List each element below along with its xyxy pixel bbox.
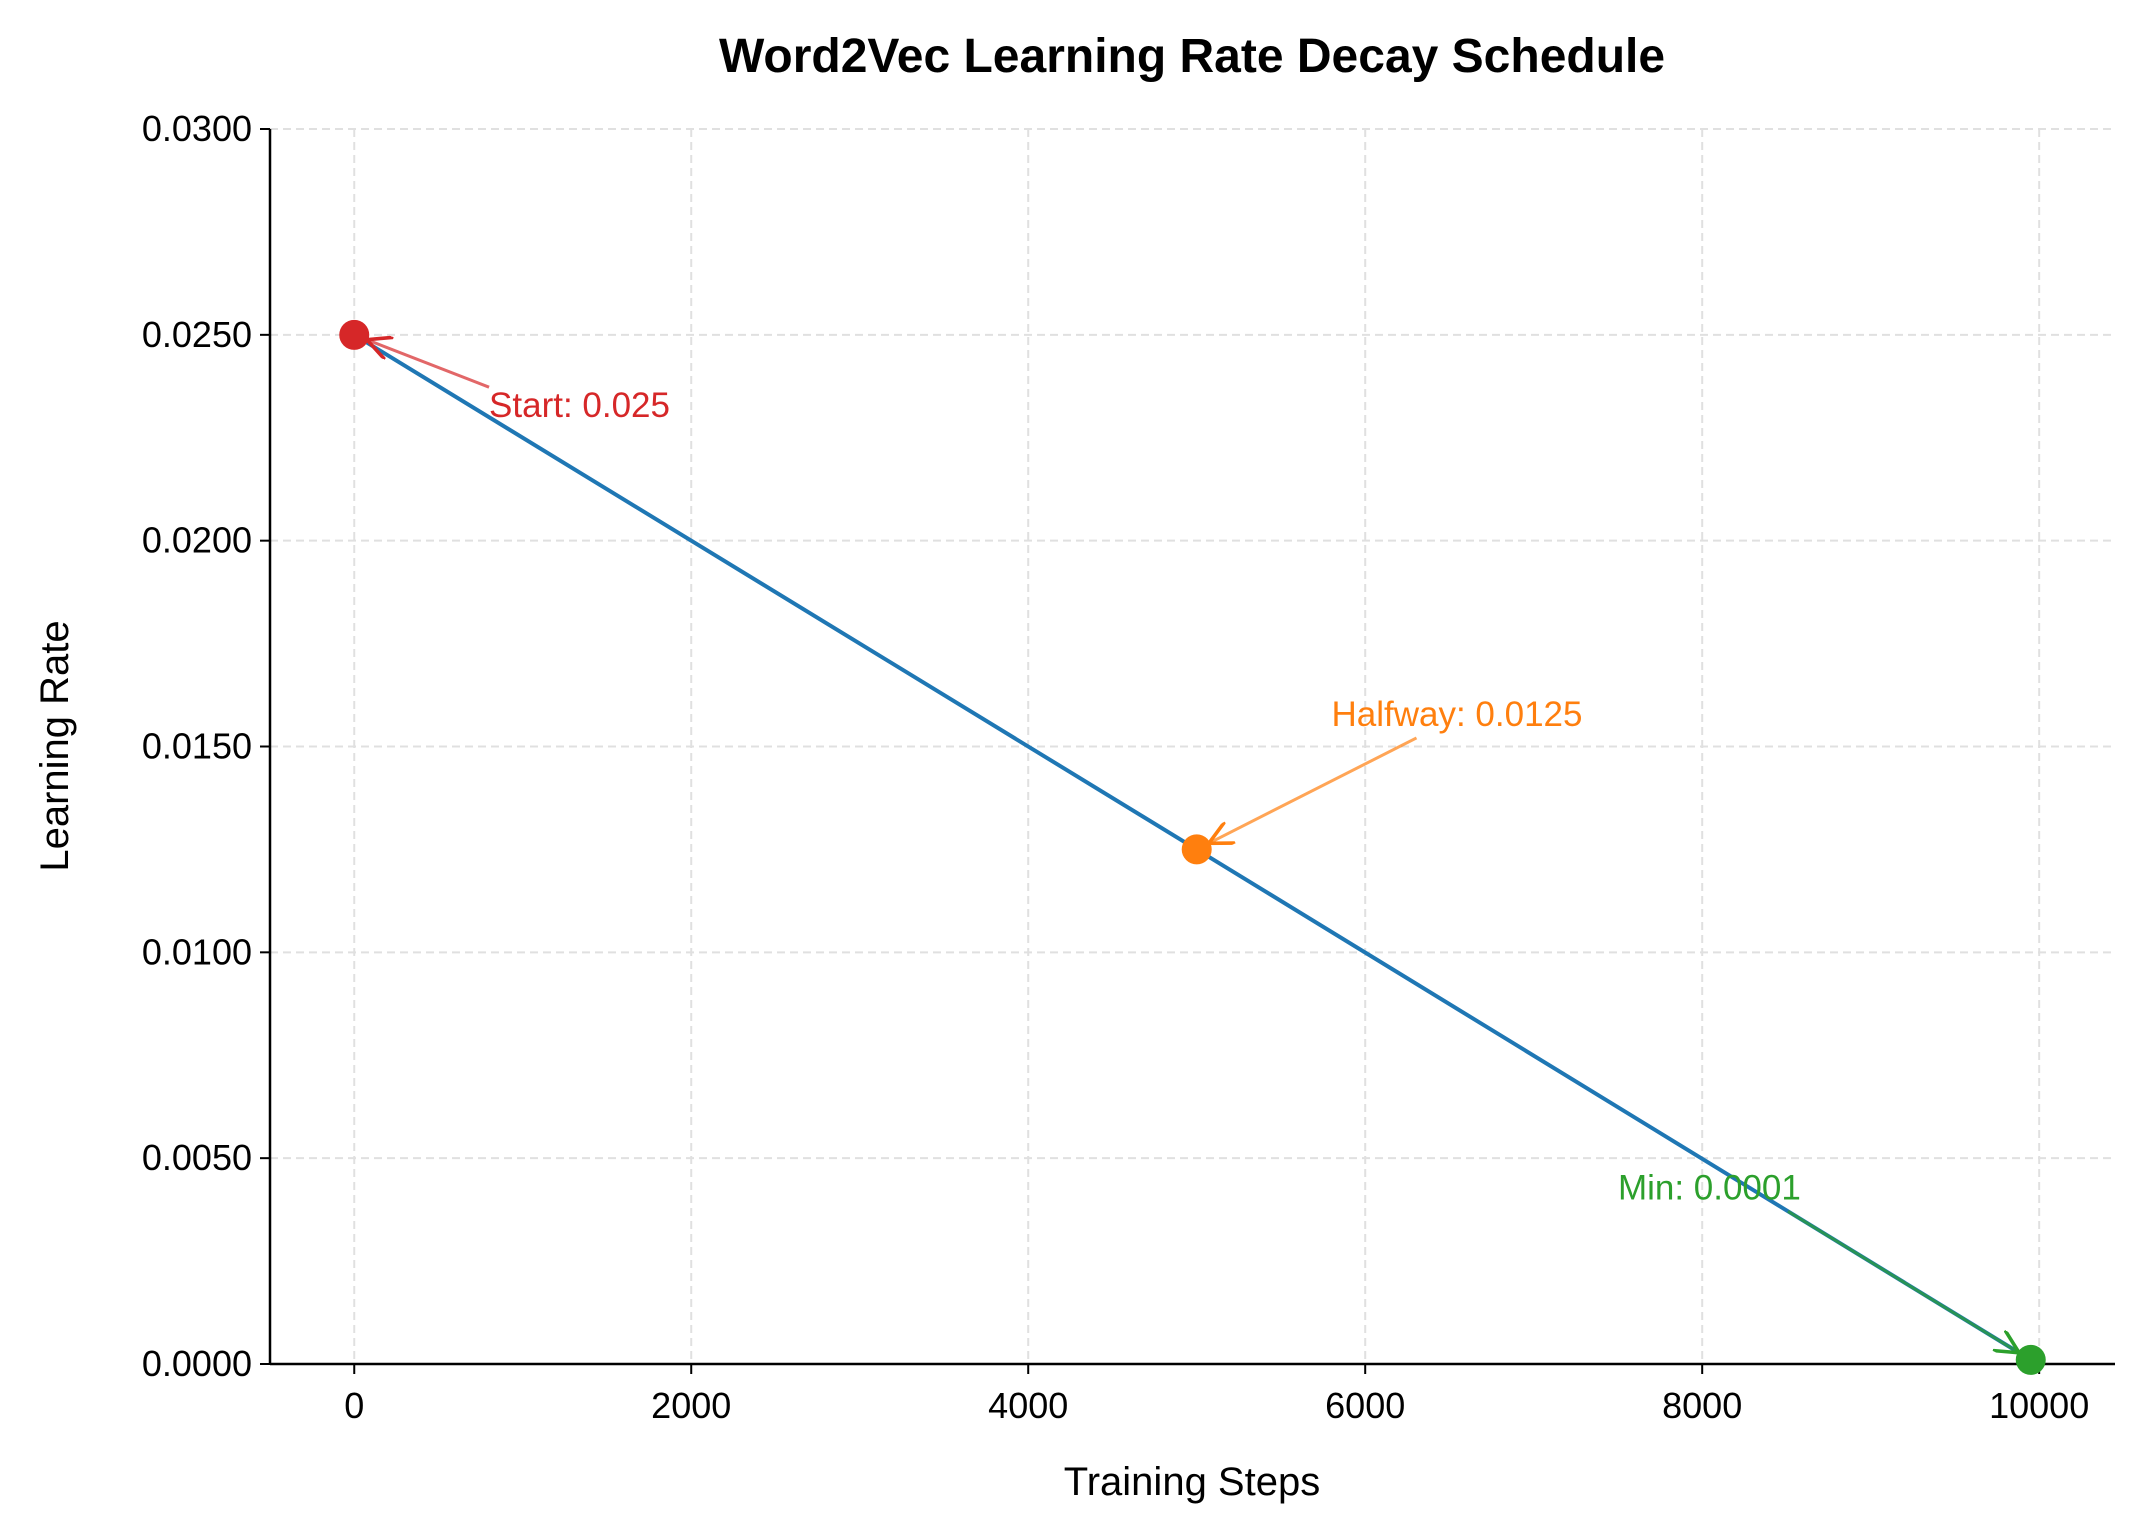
y-axis-label: Learning Rate — [33, 620, 77, 871]
data-point-marker — [1181, 834, 1212, 865]
annotation-label: Start: 0.025 — [489, 386, 670, 425]
annotation-label: Min: 0.0001 — [1618, 1168, 1801, 1207]
y-tick-label: 0.0100 — [142, 931, 252, 972]
chart-title: Word2Vec Learning Rate Decay Schedule — [719, 30, 1665, 83]
x-tick-label: 6000 — [1325, 1385, 1405, 1426]
x-axis-label: Training Steps — [1064, 1460, 1320, 1504]
axes: 0 2000 4000 6000 8000 10000 0.0000 0.0050 0.0100… — [142, 108, 2115, 1426]
data-point-marker — [339, 319, 370, 350]
data-point-marker — [2015, 1344, 2046, 1375]
grid — [270, 128, 2115, 1365]
annotation-arrow — [1211, 736, 1418, 842]
annotation-arrow — [1787, 1210, 2017, 1351]
y-tick-label: 0.0300 — [142, 108, 252, 149]
y-tick-label: 0.0000 — [142, 1343, 252, 1384]
x-tick-label: 0 — [344, 1385, 364, 1426]
annotation-label: Halfway: 0.0125 — [1332, 695, 1583, 734]
y-tick-label: 0.0200 — [142, 520, 252, 561]
x-tick-label: 4000 — [988, 1385, 1068, 1426]
x-tick-label: 8000 — [1662, 1385, 1742, 1426]
y-tick-label: 0.0050 — [142, 1137, 252, 1178]
annotation-arrow — [369, 341, 490, 389]
y-tick-label: 0.0150 — [142, 726, 252, 767]
x-tick-label: 10000 — [1989, 1385, 2089, 1426]
y-tick-label: 0.0250 — [142, 314, 252, 355]
x-tick-label: 2000 — [651, 1385, 731, 1426]
plot-area: Start: 0.025 Halfway: 0.0125 Min: 0.0001 — [339, 319, 2046, 1375]
